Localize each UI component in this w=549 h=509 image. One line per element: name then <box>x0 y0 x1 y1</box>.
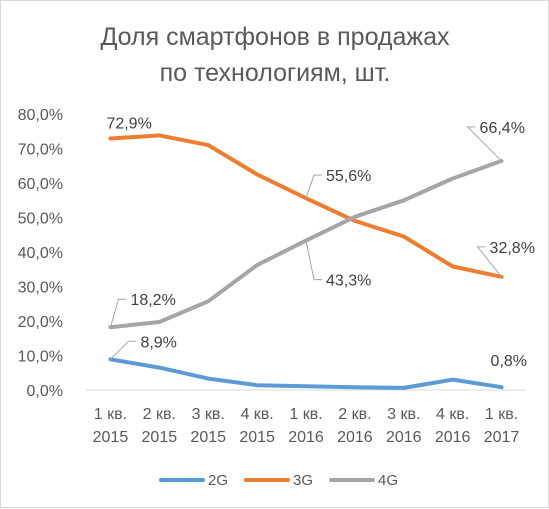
leader-line <box>476 246 502 278</box>
x-tick-label: 2015 <box>142 429 178 446</box>
x-tick-label: 1 кв. <box>485 406 518 423</box>
data-label-4g: 66,4% <box>480 120 525 137</box>
x-tick-label: 4 кв. <box>436 406 469 423</box>
chart-title-line: по технологиям, шт. <box>160 59 391 87</box>
x-tick-label: 1 кв. <box>289 406 322 423</box>
x-tick-label: 2015 <box>239 429 275 446</box>
x-tick-label: 2017 <box>484 429 520 446</box>
series-group <box>108 133 504 390</box>
y-tick-label: 10,0% <box>18 349 63 366</box>
x-axis: 1 кв. 2015 2 кв. 2015 3 кв. 2015 4 кв. 2015 1 кв… <box>86 389 526 446</box>
x-tick-label: 3 кв. <box>192 406 225 423</box>
legend-label-2g: 2G <box>208 472 228 489</box>
y-tick-label: 60,0% <box>18 176 63 193</box>
y-tick-label: 70,0% <box>18 142 63 159</box>
data-label-4g: 18,2% <box>130 292 175 309</box>
legend-label-4g: 4G <box>378 472 398 489</box>
y-tick-label: 20,0% <box>18 314 63 331</box>
x-tick-label: 2016 <box>386 429 422 446</box>
data-label-4g: 43,3% <box>326 273 371 290</box>
leader-line <box>305 240 322 281</box>
leader-line <box>109 298 127 328</box>
leader-line <box>305 174 322 199</box>
leader-line <box>466 126 502 162</box>
legend-label-3g: 3G <box>293 472 313 489</box>
x-tick-label: 2016 <box>288 429 324 446</box>
y-tick-label: 40,0% <box>18 245 63 262</box>
series-line-4g <box>108 158 504 330</box>
x-tick-label: 2 кв. <box>143 406 176 423</box>
chart-title: Доля смартфонов в продажах по технологиям… <box>100 23 450 87</box>
y-tick-label: 0,0% <box>27 383 63 400</box>
y-axis: 0,0% 10,0% 20,0% 30,0% 40,0% 50,0% 60,0% 70,0% 8… <box>18 107 63 400</box>
y-tick-label: 50,0% <box>18 211 63 228</box>
x-tick-label: 2 кв. <box>338 406 371 423</box>
data-labels: 8,9% 0,8% 72,9% 55,6% 32,8% 18,2% 43,3% 66,4% <box>106 115 534 370</box>
x-tick-label: 2015 <box>93 429 129 446</box>
x-tick-label: 1 кв. <box>94 406 127 423</box>
x-tick-label: 2015 <box>190 429 226 446</box>
leader-line <box>110 340 137 360</box>
legend: 2G 3G 4G <box>159 472 398 489</box>
data-label-3g: 55,6% <box>326 168 371 185</box>
x-tick-label: 2016 <box>435 429 471 446</box>
y-tick-label: 80,0% <box>18 107 63 124</box>
series-line-2g <box>108 357 504 390</box>
x-tick-label: 2016 <box>337 429 373 446</box>
x-tick-label: 3 кв. <box>387 406 420 423</box>
data-label-2g: 0,8% <box>491 353 527 370</box>
series-line-3g <box>108 133 504 279</box>
y-tick-label: 30,0% <box>18 280 63 297</box>
data-label-3g: 72,9% <box>106 115 151 132</box>
data-label-2g: 8,9% <box>140 334 176 351</box>
chart-title-line: Доля смартфонов в продажах <box>100 23 450 51</box>
x-tick-label: 4 кв. <box>240 406 273 423</box>
data-label-3g: 32,8% <box>490 240 535 257</box>
